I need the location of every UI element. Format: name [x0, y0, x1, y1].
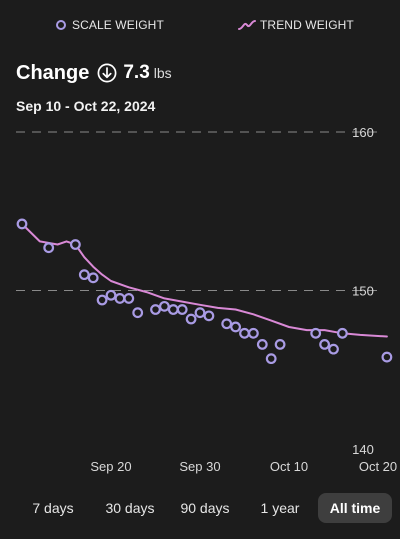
legend-scale-label: SCALE WEIGHT	[72, 18, 164, 32]
y-tick-label-160: 160	[352, 125, 374, 140]
scale-weight-point[interactable]	[247, 327, 259, 339]
range-tab-7-days[interactable]: 7 days	[14, 493, 92, 523]
range-tab-90-days[interactable]: 90 days	[168, 493, 242, 523]
range-tab-1-year[interactable]: 1 year	[246, 493, 314, 523]
chart-legend: SCALE WEIGHT TREND WEIGHT	[0, 12, 400, 38]
scale-weight-point[interactable]	[87, 272, 99, 284]
change-label: Change	[16, 61, 90, 84]
scale-weight-point[interactable]	[176, 304, 188, 315]
scale-weight-point[interactable]	[96, 294, 108, 306]
x-tick-label: Oct 20	[359, 459, 397, 474]
scale-weight-point[interactable]	[123, 293, 135, 304]
scale-weight-point[interactable]	[78, 269, 90, 281]
change-value: 7.3	[123, 62, 150, 83]
scale-weight-point[interactable]	[114, 293, 126, 304]
scale-weight-point[interactable]	[69, 239, 81, 250]
range-tab-30-days[interactable]: 30 days	[92, 493, 168, 523]
legend-trend-weight[interactable]: TREND WEIGHT	[238, 12, 354, 38]
scale-weight-point[interactable]	[381, 351, 393, 363]
trend-weight-line-icon	[238, 20, 256, 30]
scale-weight-point[interactable]	[328, 343, 339, 355]
scale-weight-point[interactable]	[158, 300, 170, 312]
scale-weight-point[interactable]	[221, 318, 233, 330]
range-tab-all-time[interactable]: All time	[318, 493, 392, 523]
x-tick-label: Sep 20	[90, 459, 131, 474]
scale-weight-point[interactable]	[256, 338, 268, 350]
scale-weight-point[interactable]	[132, 307, 144, 319]
scale-weight-point[interactable]	[274, 338, 286, 350]
scale-weight-point[interactable]	[310, 327, 322, 339]
change-unit: lbs	[153, 65, 172, 81]
scale-weight-point[interactable]	[43, 242, 55, 254]
scale-weight-point[interactable]	[203, 310, 215, 322]
legend-scale-weight[interactable]: SCALE WEIGHT	[56, 12, 164, 38]
scale-weight-point[interactable]	[319, 338, 331, 350]
scale-weight-point[interactable]	[230, 321, 242, 333]
scale-weight-point[interactable]	[105, 289, 117, 301]
change-summary: Change 7.3 lbs	[16, 58, 172, 88]
time-range-selector: 7 days 30 days 90 days 1 year All time	[0, 490, 400, 526]
scale-weight-point[interactable]	[337, 327, 348, 339]
y-tick-label-150: 150	[352, 284, 374, 299]
scale-weight-point[interactable]	[16, 218, 28, 230]
scale-weight-marker-icon	[56, 20, 66, 30]
legend-trend-label: TREND WEIGHT	[260, 18, 354, 32]
x-tick-label: Oct 10	[270, 459, 308, 474]
x-tick-label: Sep 30	[179, 459, 220, 474]
scale-weight-point[interactable]	[194, 307, 206, 319]
scale-weight-point[interactable]	[265, 353, 277, 365]
arrow-down-circle-icon	[97, 63, 117, 83]
scale-weight-point[interactable]	[239, 327, 250, 339]
scale-weight-point[interactable]	[185, 313, 197, 325]
date-range: Sep 10 - Oct 22, 2024	[16, 98, 156, 114]
y-tick-label-140: 140	[352, 442, 374, 457]
scale-weight-point[interactable]	[150, 304, 161, 315]
scale-weight-point[interactable]	[167, 304, 179, 315]
